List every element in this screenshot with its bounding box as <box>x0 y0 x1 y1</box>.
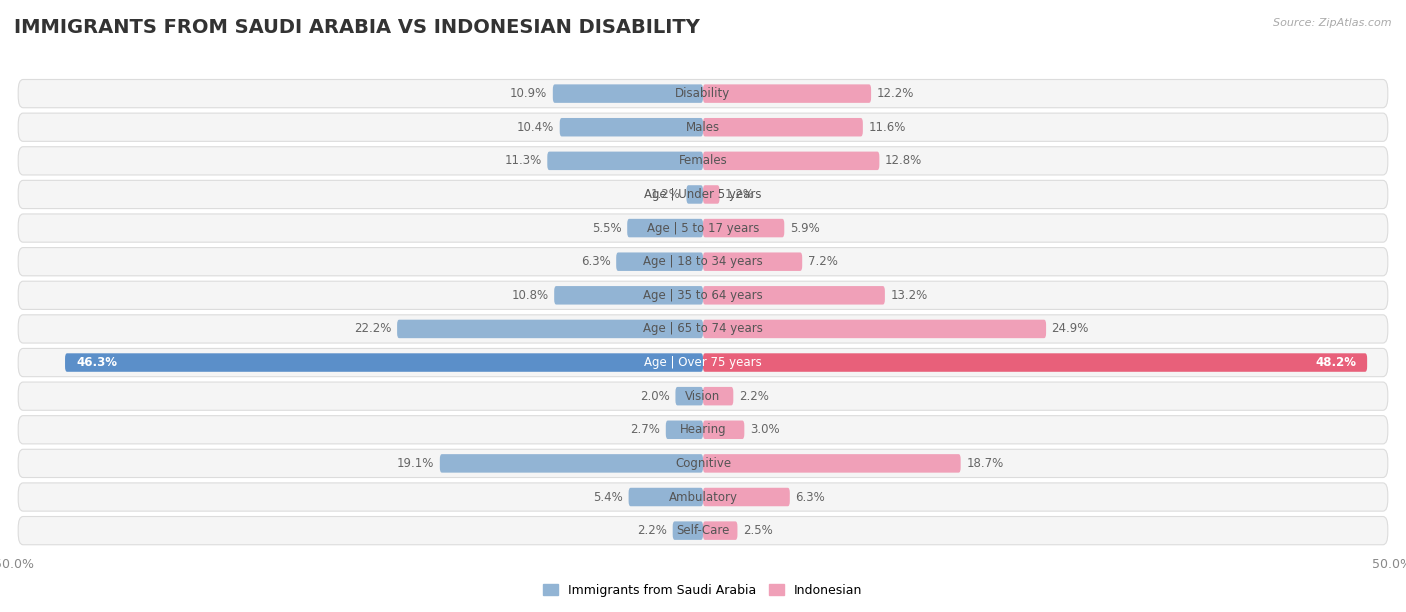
Text: Females: Females <box>679 154 727 167</box>
Text: IMMIGRANTS FROM SAUDI ARABIA VS INDONESIAN DISABILITY: IMMIGRANTS FROM SAUDI ARABIA VS INDONESI… <box>14 18 700 37</box>
Text: Disability: Disability <box>675 87 731 100</box>
Text: 1.2%: 1.2% <box>725 188 755 201</box>
FancyBboxPatch shape <box>18 382 1388 410</box>
FancyBboxPatch shape <box>703 152 879 170</box>
FancyBboxPatch shape <box>18 348 1388 376</box>
Text: Males: Males <box>686 121 720 134</box>
Text: 1.2%: 1.2% <box>651 188 681 201</box>
Text: 5.4%: 5.4% <box>593 490 623 504</box>
Text: Self-Care: Self-Care <box>676 524 730 537</box>
FancyBboxPatch shape <box>553 84 703 103</box>
FancyBboxPatch shape <box>703 185 720 204</box>
FancyBboxPatch shape <box>440 454 703 472</box>
Text: 24.9%: 24.9% <box>1052 323 1090 335</box>
FancyBboxPatch shape <box>396 319 703 338</box>
FancyBboxPatch shape <box>627 219 703 237</box>
FancyBboxPatch shape <box>703 252 803 271</box>
Text: Age | Under 5 years: Age | Under 5 years <box>644 188 762 201</box>
Text: Vision: Vision <box>685 390 721 403</box>
FancyBboxPatch shape <box>18 214 1388 242</box>
FancyBboxPatch shape <box>18 181 1388 209</box>
FancyBboxPatch shape <box>18 281 1388 310</box>
Text: 6.3%: 6.3% <box>581 255 610 268</box>
FancyBboxPatch shape <box>65 353 703 371</box>
Text: 11.3%: 11.3% <box>505 154 541 167</box>
Text: 2.0%: 2.0% <box>640 390 669 403</box>
FancyBboxPatch shape <box>703 118 863 136</box>
FancyBboxPatch shape <box>18 449 1388 477</box>
Text: 2.7%: 2.7% <box>630 424 661 436</box>
Text: 7.2%: 7.2% <box>807 255 838 268</box>
Text: 19.1%: 19.1% <box>396 457 434 470</box>
FancyBboxPatch shape <box>18 483 1388 511</box>
Text: 11.6%: 11.6% <box>869 121 905 134</box>
FancyBboxPatch shape <box>686 185 703 204</box>
Text: 12.2%: 12.2% <box>876 87 914 100</box>
FancyBboxPatch shape <box>703 387 734 405</box>
Text: Source: ZipAtlas.com: Source: ZipAtlas.com <box>1274 18 1392 28</box>
FancyBboxPatch shape <box>703 286 884 305</box>
Text: 2.2%: 2.2% <box>738 390 769 403</box>
FancyBboxPatch shape <box>547 152 703 170</box>
Text: Age | 35 to 64 years: Age | 35 to 64 years <box>643 289 763 302</box>
Text: Age | 18 to 34 years: Age | 18 to 34 years <box>643 255 763 268</box>
FancyBboxPatch shape <box>703 219 785 237</box>
Text: Cognitive: Cognitive <box>675 457 731 470</box>
Text: Ambulatory: Ambulatory <box>668 490 738 504</box>
Text: 10.9%: 10.9% <box>510 87 547 100</box>
Text: 46.3%: 46.3% <box>76 356 117 369</box>
FancyBboxPatch shape <box>18 147 1388 175</box>
FancyBboxPatch shape <box>666 420 703 439</box>
FancyBboxPatch shape <box>703 353 1367 371</box>
Text: Age | 65 to 74 years: Age | 65 to 74 years <box>643 323 763 335</box>
FancyBboxPatch shape <box>703 454 960 472</box>
Text: 12.8%: 12.8% <box>884 154 922 167</box>
Text: 5.9%: 5.9% <box>790 222 820 234</box>
FancyBboxPatch shape <box>18 416 1388 444</box>
FancyBboxPatch shape <box>672 521 703 540</box>
Text: 3.0%: 3.0% <box>749 424 779 436</box>
FancyBboxPatch shape <box>703 488 790 506</box>
Text: 10.8%: 10.8% <box>512 289 548 302</box>
FancyBboxPatch shape <box>560 118 703 136</box>
FancyBboxPatch shape <box>703 521 738 540</box>
FancyBboxPatch shape <box>703 420 744 439</box>
Text: Hearing: Hearing <box>679 424 727 436</box>
FancyBboxPatch shape <box>703 84 872 103</box>
Text: 10.4%: 10.4% <box>517 121 554 134</box>
FancyBboxPatch shape <box>703 319 1046 338</box>
Legend: Immigrants from Saudi Arabia, Indonesian: Immigrants from Saudi Arabia, Indonesian <box>538 579 868 602</box>
FancyBboxPatch shape <box>18 113 1388 141</box>
Text: 48.2%: 48.2% <box>1315 356 1357 369</box>
FancyBboxPatch shape <box>18 80 1388 108</box>
Text: Age | Over 75 years: Age | Over 75 years <box>644 356 762 369</box>
FancyBboxPatch shape <box>18 517 1388 545</box>
Text: 2.5%: 2.5% <box>742 524 773 537</box>
FancyBboxPatch shape <box>18 248 1388 276</box>
Text: 18.7%: 18.7% <box>966 457 1004 470</box>
FancyBboxPatch shape <box>616 252 703 271</box>
Text: 13.2%: 13.2% <box>890 289 928 302</box>
Text: 6.3%: 6.3% <box>796 490 825 504</box>
Text: 22.2%: 22.2% <box>354 323 392 335</box>
FancyBboxPatch shape <box>18 315 1388 343</box>
Text: 2.2%: 2.2% <box>637 524 668 537</box>
FancyBboxPatch shape <box>554 286 703 305</box>
Text: 5.5%: 5.5% <box>592 222 621 234</box>
FancyBboxPatch shape <box>675 387 703 405</box>
FancyBboxPatch shape <box>628 488 703 506</box>
Text: Age | 5 to 17 years: Age | 5 to 17 years <box>647 222 759 234</box>
